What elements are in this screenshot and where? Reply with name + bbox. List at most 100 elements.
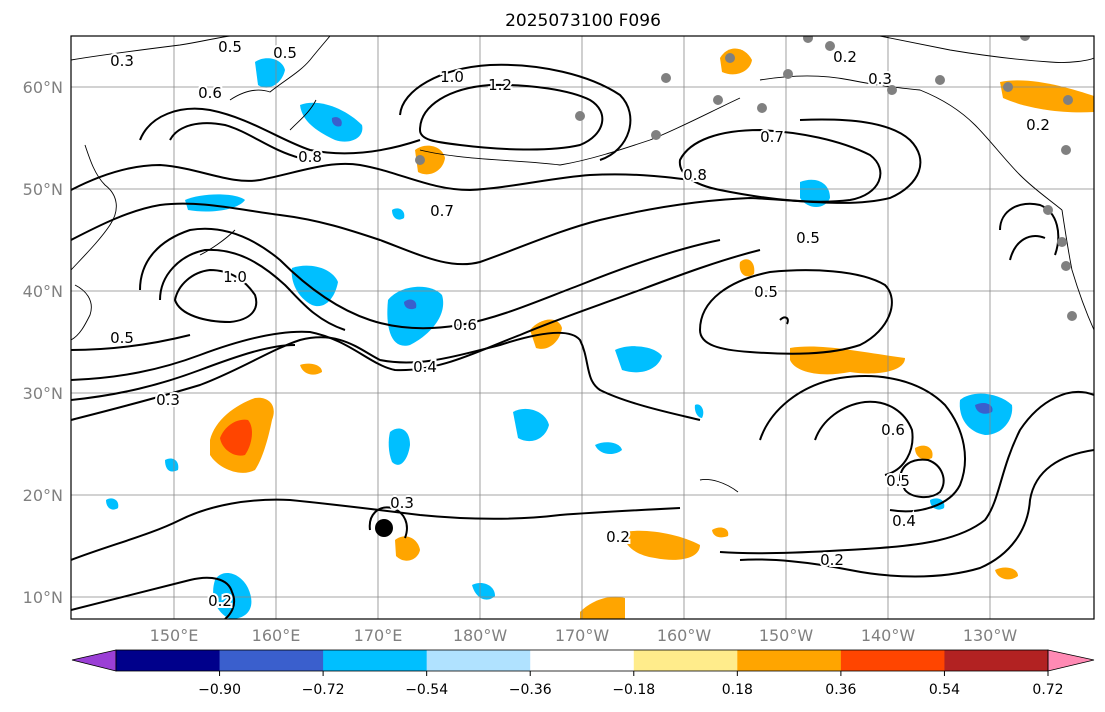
contour-label: 0.2 [606,528,630,546]
station-marker [803,36,813,43]
contour-line [71,334,191,351]
anomaly-patch [392,208,405,220]
contour-label: 0.4 [413,358,437,376]
contour-line [71,498,681,561]
anomaly-patch [915,445,933,460]
latitude-labels: 60°N 50°N 40°N 30°N 20°N 10°N [23,78,63,607]
anomaly-patch [472,583,495,600]
contour-line [759,375,966,513]
contour-line [71,249,761,381]
contour-label: 0.6 [198,84,222,102]
station-marker [575,111,585,121]
colorbar-cell [530,650,635,671]
colorbar-tick-label: −0.36 [509,682,552,698]
contour-line [678,128,882,203]
colorbar-cell [944,650,1049,671]
lon-label: 180°W [453,626,508,645]
contour-label: 0.6 [453,316,477,334]
contour-label: 0.3 [156,391,180,409]
contour-line [814,400,914,476]
contour-label: 0.2 [1026,116,1050,134]
colorbar-tick-label: −0.54 [405,682,448,698]
anomaly-patch [255,58,285,88]
anomaly-patch [395,536,420,561]
station-marker [1067,311,1077,321]
lon-label: 170°E [354,626,403,645]
contour-label: 0.4 [892,512,916,530]
contour-label: 0.2 [833,48,857,66]
contour-label: 0.2 [208,592,232,610]
contour-label: 0.3 [868,70,892,88]
station-marker [651,130,661,140]
anomaly-patch [712,527,729,538]
station-marker [1057,237,1067,247]
anomaly-patch [739,259,755,277]
station-marker [935,75,945,85]
lon-label: 140°W [861,626,916,645]
contour-line [159,248,346,331]
contour-line [719,390,1094,555]
anomaly-patch [615,346,662,373]
contour-label: 0.3 [110,52,134,70]
anomaly-patch [220,419,252,456]
contour-label: 0.6 [881,421,905,439]
anomaly-patch [595,442,622,455]
colorbar-cell [116,650,221,671]
colorbar-tick-label: −0.72 [302,682,345,698]
anomaly-patch [995,567,1018,580]
colorbar-cells [116,650,1049,671]
contour-label: 1.2 [488,76,512,94]
station-marker [1061,145,1071,155]
contour-label: 0.7 [430,202,454,220]
contour-line [169,122,301,159]
lon-label: 150°W [759,626,814,645]
anomaly-patch [387,286,444,346]
station-marker [1063,95,1073,105]
colorbar-tick-label: −0.90 [198,682,241,698]
colorbar-tick-label: 0.18 [722,682,753,698]
lon-label: 160°W [657,626,712,645]
anomaly-patch [959,393,1013,435]
colorbar-cell [633,650,738,671]
contour-label: 0.5 [110,329,134,347]
contour-line [139,107,421,155]
colorbar-tick-label: 0.72 [1032,682,1063,698]
station-marker [887,85,897,95]
station-marker [1003,82,1013,92]
colorbar: −0.90 −0.72 −0.54 −0.36 −0.18 0.18 0.36 0.54 0.7… [71,649,1095,698]
contour-label: 0.8 [298,148,322,166]
lat-label: 50°N [23,180,63,199]
lon-label: 160°E [252,626,301,645]
contour-label: 0.5 [273,44,297,62]
contour-line [139,227,721,330]
anomaly-patch [300,102,363,142]
map-area [71,36,1094,619]
anomaly-patch [106,498,119,510]
lat-label: 20°N [23,486,63,505]
lon-label: 150°E [150,626,199,645]
map-frame [70,35,1095,620]
contour-line [71,162,691,192]
colorbar-cell [737,650,842,671]
station-marker [415,155,425,165]
contour-labels: 0.3 0.5 0.5 0.6 1.0 1.2 0.8 0.7 0.2 0.3 … [108,36,1052,612]
anomaly-patch [1000,80,1094,113]
colorbar-extend-low [71,649,117,672]
contour-label: 0.3 [390,494,414,512]
anomaly-patch [331,117,342,127]
anomaly-patch [213,573,252,619]
station-marker [757,103,767,113]
station-marker [783,69,793,79]
lat-label: 10°N [23,588,63,607]
contour-line [418,83,604,151]
map-title: 2025073100 F096 [505,11,661,31]
lat-label: 30°N [23,384,63,403]
anomaly-patch [624,530,700,560]
contour-line [368,506,408,539]
contour-line [71,118,922,266]
anomaly-patch [415,145,445,175]
contour-label: 0.5 [886,472,910,490]
contour-line [999,202,1060,256]
lon-label: 170°W [555,626,610,645]
